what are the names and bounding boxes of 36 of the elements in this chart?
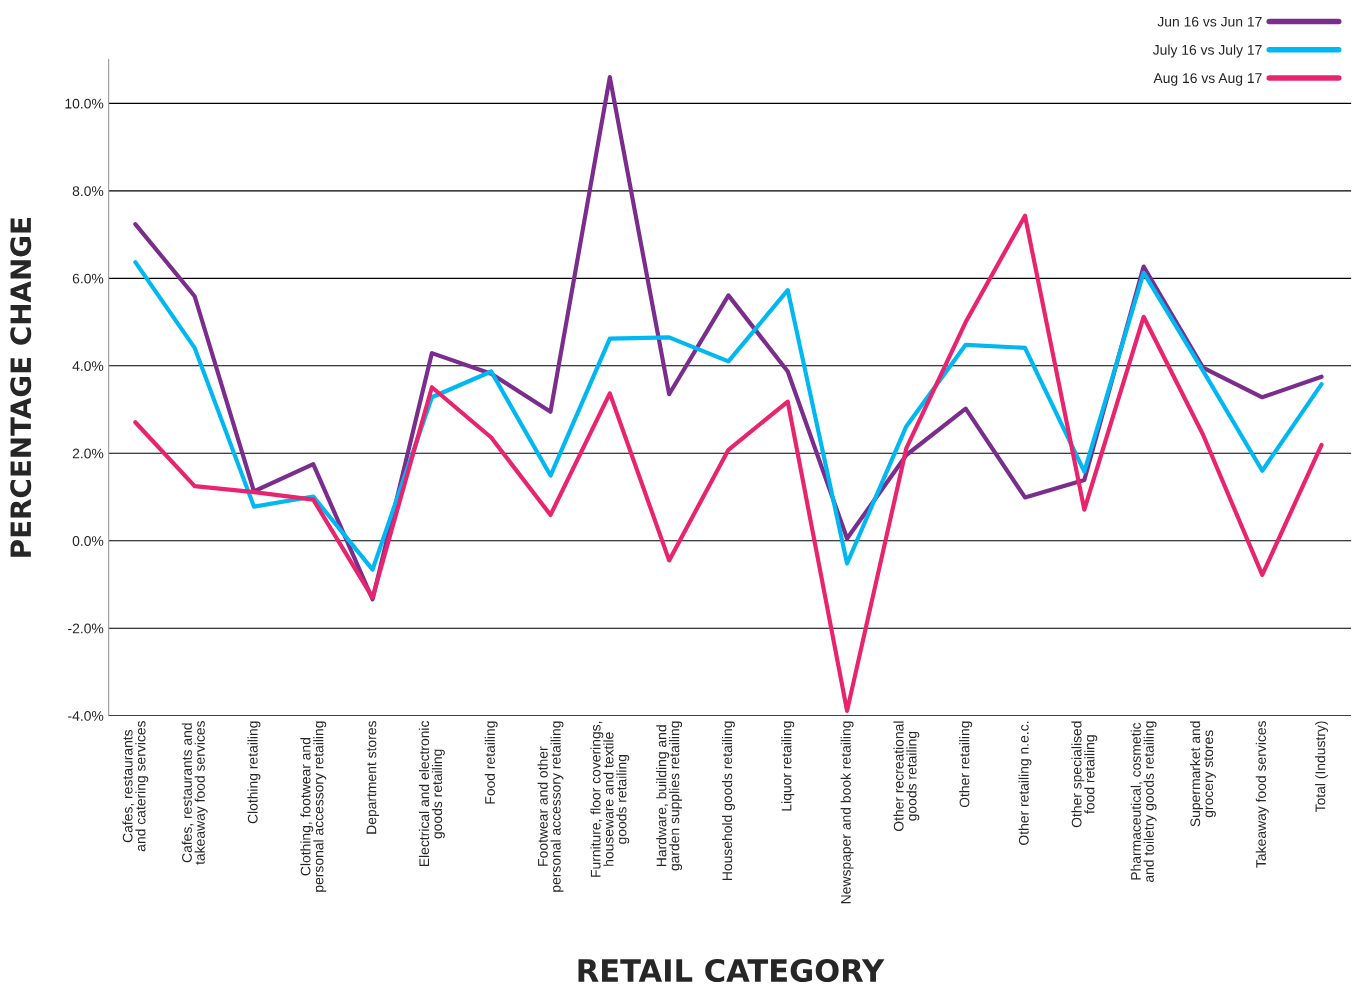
x-tick-label: Food retailing [484,721,498,804]
x-tick-label: Department stores [366,721,380,834]
x-tick-label: Cafes, restaurants and catering services [122,721,149,852]
legend-label: Jun 16 vs Jun 17 [1157,16,1262,27]
y-axis-title: PERCENTAGE CHANGE [10,218,32,557]
x-tick-label: Household goods retailing [721,721,735,880]
x-tick-label: Newspaper and book retailing [840,721,854,904]
x-tick-label: Furniture, floor coverings, houseware and textile goods retailing [590,721,630,877]
x-tick-label: Other retailing n.e.c. [1018,721,1032,845]
x-tick-label: Other retailing [959,721,973,808]
y-tick-label: -2.0% [68,623,104,634]
line-series [133,213,1324,713]
x-tick-label: Hardware, building and garden supplies retailing [656,721,683,871]
x-tick-label: Other specialised food retailing [1071,721,1098,828]
y-tick-label: -4.0% [68,711,104,721]
y-tick-label: 2.0% [72,448,104,459]
y-tick-label: 0.0% [72,536,104,546]
y-tick-label: 4.0% [72,361,104,371]
x-tick-label: Footwear and other personal accessory retailing [537,721,564,892]
y-tick-label: 6.0% [72,273,104,284]
x-tick-label: Clothing retailing [247,721,261,824]
legend-label: Aug 16 vs Aug 17 [1153,73,1262,86]
x-axis-title: RETAIL CATEGORY [578,958,885,983]
legend-label: July 16 vs July 17 [1152,44,1262,58]
x-tick-label: Other recreational goods retailing [893,721,920,832]
x-tick-label: Electrical and electronic goods retailing [418,720,445,867]
x-tick-label: Takeaway food services [1255,721,1269,868]
x-tick-label: Liquor retailing [781,721,795,811]
x-tick-label: Cafes, restaurants and takeaway food services [181,721,208,865]
x-tick-label: Supermarket and grocery stores [1189,721,1216,827]
line-series [133,260,1324,572]
x-tick-label: Clothing, footwear and personal accessory retailing [300,721,327,892]
y-tick-label: 10.0% [65,98,104,109]
x-tick-label: Pharmaceutical, cosmetic and toiletry goods retailing [1130,721,1157,883]
x-tick-label: Total (Industry) [1315,721,1329,813]
y-tick-label: 8.0% [72,186,104,197]
